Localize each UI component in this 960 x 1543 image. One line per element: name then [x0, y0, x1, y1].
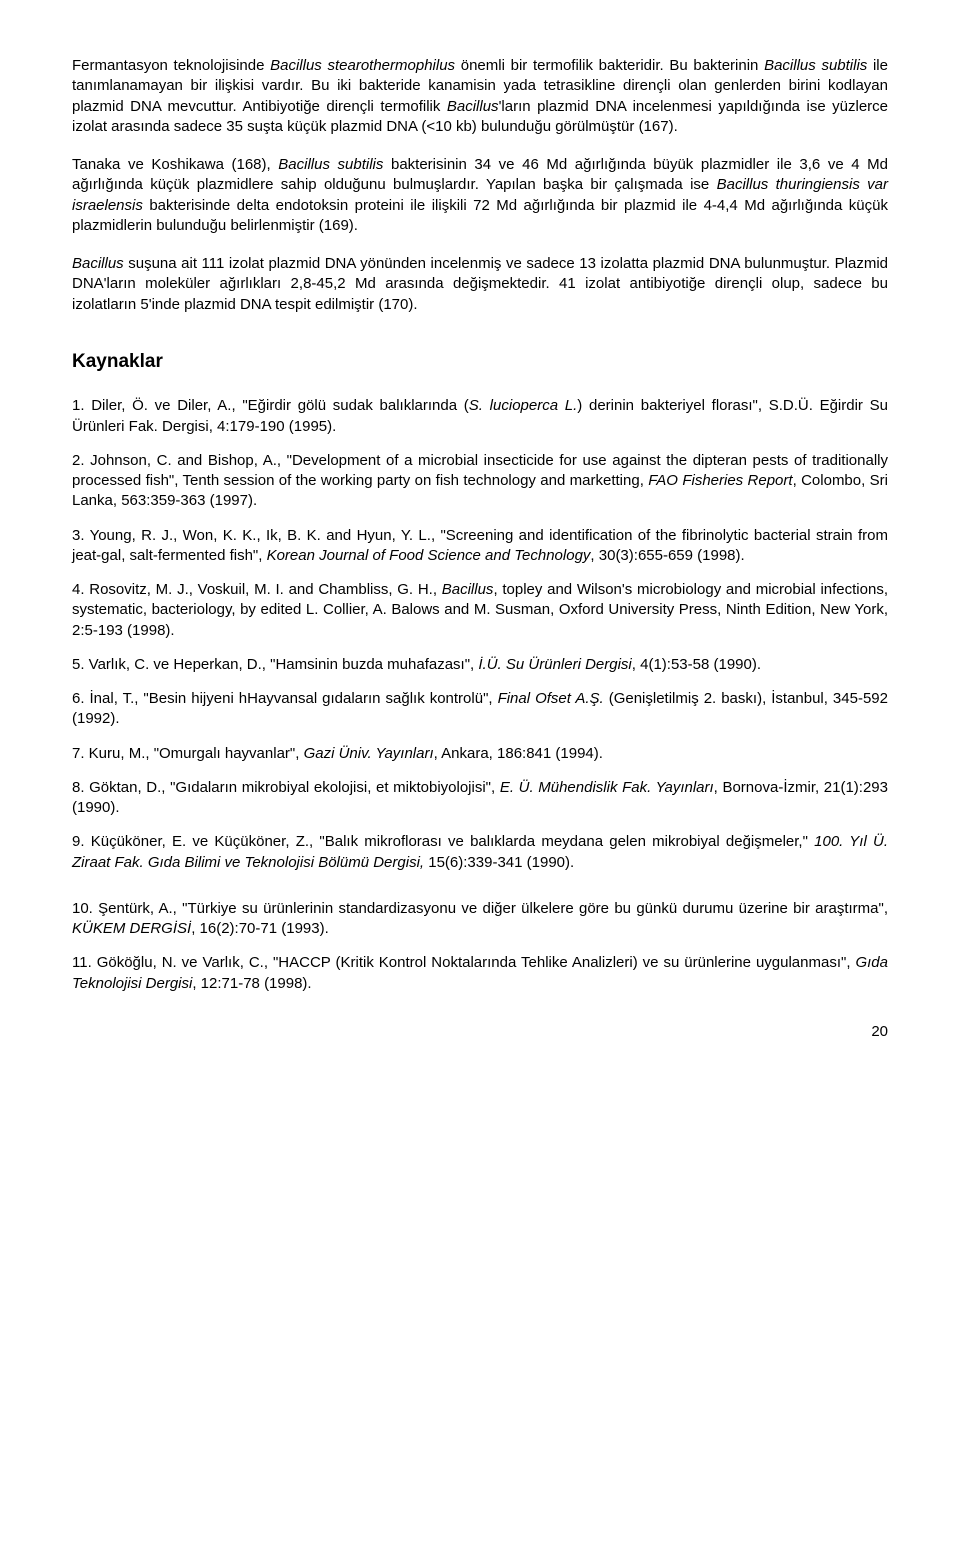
- text: suşuna ait 111 izolat plazmid DNA yönünd…: [72, 255, 888, 313]
- ref-text: , 16(2):70-71 (1993).: [191, 920, 329, 937]
- reference-7: 7. Kuru, M., "Omurgalı hayvanlar", Gazi …: [72, 744, 888, 764]
- ref-text: 7. Kuru, M., "Omurgalı hayvanlar",: [72, 745, 304, 762]
- genus-name: Bacillus: [447, 98, 499, 115]
- ref-italic: E. Ü. Mühendislik Fak. Yayınları: [500, 779, 714, 796]
- reference-10: 10. Şentürk, A., "Türkiye su ürünlerinin…: [72, 899, 888, 940]
- ref-text: , 12:71-78 (1998).: [192, 975, 311, 992]
- reference-4: 4. Rosovitz, M. J., Voskuil, M. I. and C…: [72, 580, 888, 641]
- ref-text: 9. Küçüköner, E. ve Küçüköner, Z., "Balı…: [72, 833, 814, 850]
- species-name: Bacillus subtilis: [278, 156, 383, 173]
- ref-italic: KÜKEM DERGİSİ: [72, 920, 191, 937]
- paragraph-1: Fermantasyon teknolojisinde Bacillus ste…: [72, 56, 888, 137]
- paragraph-3: Bacillus suşuna ait 111 izolat plazmid D…: [72, 254, 888, 315]
- ref-italic: Korean Journal of Food Science and Techn…: [267, 547, 591, 564]
- species-name: Bacillus stearothermophilus: [270, 57, 455, 74]
- reference-11: 11. Gököğlu, N. ve Varlık, C., "HACCP (K…: [72, 953, 888, 994]
- ref-italic: S. lucioperca L.: [469, 397, 577, 414]
- ref-text: 5. Varlık, C. ve Heperkan, D., "Hamsinin…: [72, 656, 478, 673]
- paragraph-2: Tanaka ve Koshikawa (168), Bacillus subt…: [72, 155, 888, 236]
- reference-9: 9. Küçüköner, E. ve Küçüköner, Z., "Balı…: [72, 832, 888, 873]
- ref-text: 8. Göktan, D., "Gıdaların mikrobiyal eko…: [72, 779, 500, 796]
- reference-6: 6. İnal, T., "Besin hijyeni hHayvansal g…: [72, 689, 888, 730]
- ref-italic: FAO Fisheries Report: [648, 472, 792, 489]
- ref-italic: Bacillus: [442, 581, 494, 598]
- ref-text: 11. Gököğlu, N. ve Varlık, C., "HACCP (K…: [72, 954, 855, 971]
- references-heading: Kaynaklar: [72, 349, 888, 375]
- text: bakterisinde delta endotoksin proteini i…: [72, 197, 888, 234]
- reference-1: 1. Diler, Ö. ve Diler, A., "Eğirdir gölü…: [72, 396, 888, 437]
- reference-2: 2. Johnson, C. and Bishop, A., "Developm…: [72, 451, 888, 512]
- ref-text: 4. Rosovitz, M. J., Voskuil, M. I. and C…: [72, 581, 442, 598]
- genus-name: Bacillus: [72, 255, 124, 272]
- ref-text: , Ankara, 186:841 (1994).: [434, 745, 603, 762]
- text: önemli bir termofilik bakteridir. Bu bak…: [455, 57, 764, 74]
- text: Fermantasyon teknolojisinde: [72, 57, 270, 74]
- ref-text: 15(6):339-341 (1990).: [424, 854, 574, 871]
- page-number: 20: [72, 1022, 888, 1042]
- ref-italic: Final Ofset A.Ş.: [498, 690, 604, 707]
- reference-8: 8. Göktan, D., "Gıdaların mikrobiyal eko…: [72, 778, 888, 819]
- ref-text: , 4(1):53-58 (1990).: [632, 656, 761, 673]
- ref-text: 6. İnal, T., "Besin hijyeni hHayvansal g…: [72, 690, 498, 707]
- ref-text: 1. Diler, Ö. ve Diler, A., "Eğirdir gölü…: [72, 397, 469, 414]
- ref-italic: İ.Ü. Su Ürünleri Dergisi: [478, 656, 631, 673]
- reference-3: 3. Young, R. J., Won, K. K., Ik, B. K. a…: [72, 526, 888, 567]
- ref-text: , 30(3):655-659 (1998).: [590, 547, 744, 564]
- ref-text: 10. Şentürk, A., "Türkiye su ürünlerinin…: [72, 900, 888, 917]
- text: Tanaka ve Koshikawa (168),: [72, 156, 278, 173]
- ref-italic: Gazi Üniv. Yayınları: [304, 745, 434, 762]
- species-name: Bacillus subtilis: [764, 57, 867, 74]
- reference-5: 5. Varlık, C. ve Heperkan, D., "Hamsinin…: [72, 655, 888, 675]
